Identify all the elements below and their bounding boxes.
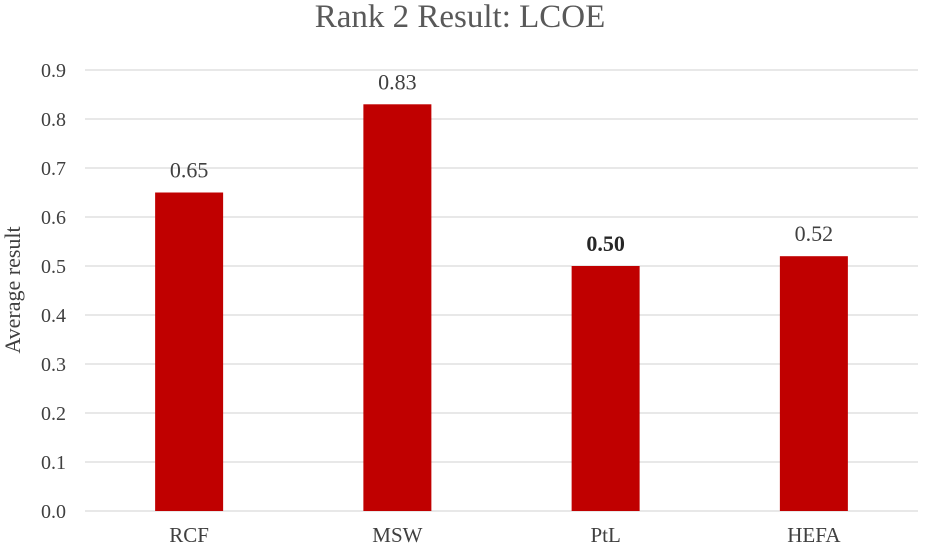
data-label: 0.52 xyxy=(795,221,834,246)
y-tick-label: 0.6 xyxy=(41,207,66,229)
gridlines xyxy=(85,69,918,512)
bar-msw xyxy=(363,104,432,512)
y-tick-label: 0.3 xyxy=(41,354,66,376)
y-tick-label: 0.7 xyxy=(41,158,66,180)
y-axis-title: Average result xyxy=(0,226,25,353)
data-label: 0.83 xyxy=(378,69,417,94)
data-label: 0.50 xyxy=(586,231,625,256)
y-tick-label: 0.4 xyxy=(41,305,66,327)
x-category-label: MSW xyxy=(372,523,422,547)
y-tick-label: 0.8 xyxy=(41,109,66,131)
bar-rcf xyxy=(155,192,224,511)
x-category-label: PtL xyxy=(590,523,620,547)
chart-title: Rank 2 Result: LCOE xyxy=(315,0,606,35)
data-label: 0.65 xyxy=(170,158,209,183)
y-tick-label: 0.2 xyxy=(41,403,66,425)
bar-ptl xyxy=(571,266,640,511)
bar-hefa xyxy=(779,256,848,511)
y-tick-label: 0.5 xyxy=(41,256,66,278)
data-labels: 0.65 0.83 0.50 0.52 xyxy=(170,69,833,256)
y-tick-label: 0.9 xyxy=(41,60,66,82)
bars xyxy=(155,104,848,512)
y-tick-label: 0.1 xyxy=(41,452,66,474)
x-axis-categories: RCF MSW PtL HEFA xyxy=(169,523,841,547)
y-tick-label: 0.0 xyxy=(41,501,66,523)
x-category-label: RCF xyxy=(169,523,209,547)
y-axis-ticks: 0.0 0.1 0.2 0.3 0.4 0.5 0.6 0.7 0.8 0.9 xyxy=(41,60,66,523)
x-category-label: HEFA xyxy=(787,523,841,547)
